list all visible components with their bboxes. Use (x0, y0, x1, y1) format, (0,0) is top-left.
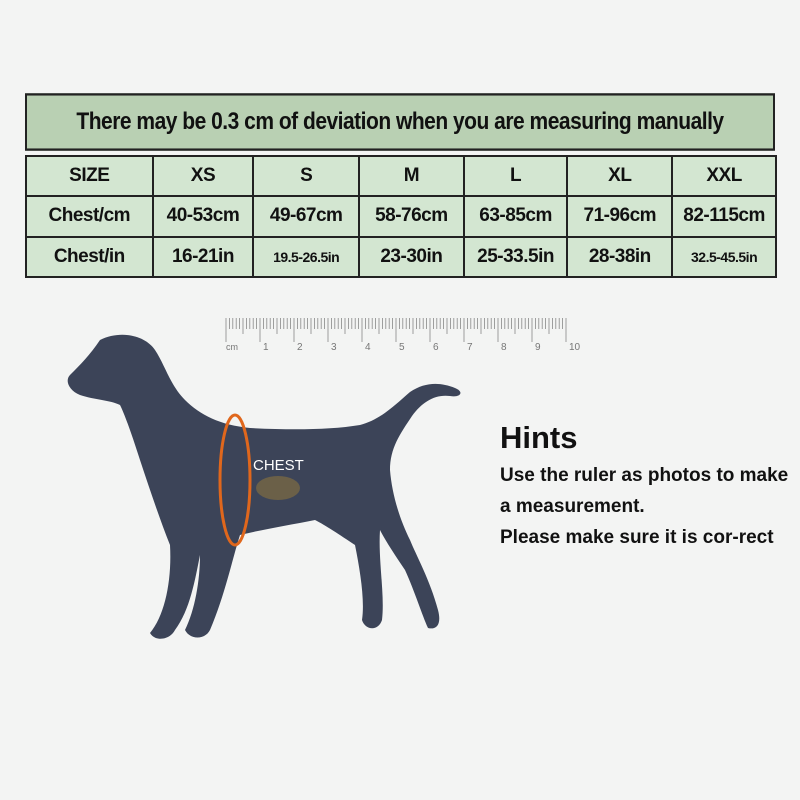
ruler-label: 8 (501, 342, 507, 353)
hints-panel: Hints Use the ruler as photos to make a … (500, 420, 790, 553)
table-cell: 23-30in (358, 235, 465, 279)
table-cell: 58-76cm (358, 195, 465, 238)
row-label: Chest/cm (25, 195, 154, 238)
ruler: cm 1 2 3 4 5 6 7 8 9 10 (225, 318, 581, 353)
table-cell: 49-67cm (252, 195, 360, 238)
header-cell: XS (151, 154, 255, 198)
ruler-label: 6 (433, 342, 439, 353)
header-cell: XXL (671, 154, 777, 198)
table-cell: 25-33.5in (462, 235, 569, 279)
header-cell: SIZE (25, 154, 154, 198)
table-cell: 82-115cm (671, 195, 777, 238)
table-row: Chest/in 16-21in 19.5-26.5in 23-30in 25-… (25, 235, 777, 279)
chest-label: CHEST (253, 457, 304, 474)
table-cell: 63-85cm (462, 195, 569, 238)
header-cell: XL (566, 154, 674, 198)
header-cell: L (462, 154, 569, 198)
table-header-row: SIZE XS S M L XL XXL (25, 154, 777, 198)
size-table: SIZE XS S M L XL XXL Chest/cm 40-53cm 49… (25, 154, 777, 279)
ruler-label: 2 (297, 342, 303, 353)
table-cell: 16-21in (151, 235, 255, 279)
ruler-label: 1 (263, 342, 269, 353)
hint-line: Use the ruler as photos to make a measur… (500, 465, 789, 517)
ruler-label: 10 (569, 342, 581, 353)
header-cell: M (358, 154, 465, 198)
ruler-unit: cm (226, 342, 238, 352)
ruler-label: 7 (467, 342, 473, 353)
deviation-banner: There may be 0.3 cm of deviation when yo… (25, 93, 775, 151)
row-label: Chest/in (25, 235, 154, 279)
ruler-label: 3 (331, 342, 337, 353)
hint-line: Please make sure it is cor-rect (500, 527, 774, 548)
ruler-label: 4 (365, 342, 371, 353)
table-cell: 40-53cm (151, 195, 255, 238)
ruler-label: 9 (535, 342, 541, 353)
header-cell: S (252, 154, 360, 198)
table-cell: 32.5-45.5in (671, 235, 777, 279)
table-cell: 28-38in (566, 235, 674, 279)
chest-patch (256, 476, 300, 500)
table-cell: 19.5-26.5in (252, 235, 360, 279)
chest-measure-ring (218, 413, 252, 547)
hints-title: Hints (500, 420, 578, 455)
ruler-label: 5 (399, 342, 405, 353)
dog-illustration: CHEST (67, 334, 461, 639)
table-row: Chest/cm 40-53cm 49-67cm 58-76cm 63-85cm… (25, 195, 777, 238)
table-cell: 71-96cm (566, 195, 674, 238)
